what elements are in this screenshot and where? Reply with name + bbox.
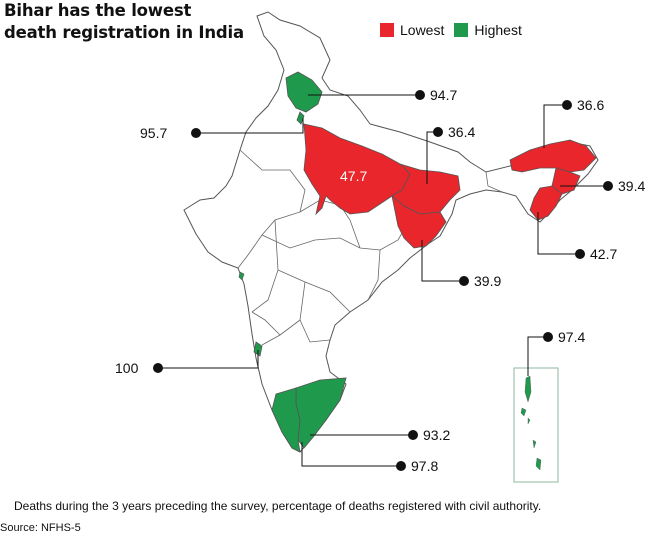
legend-item-lowest: Lowest xyxy=(380,22,444,38)
region-tamil-nadu xyxy=(295,377,347,449)
source-note: Source: NFHS-5 xyxy=(0,522,81,534)
region-punjab xyxy=(296,111,305,125)
value-himachal: 94.7 xyxy=(430,87,457,103)
region-himachal xyxy=(285,71,323,113)
legend-swatch-highest xyxy=(454,23,469,37)
andaman-inset-frame xyxy=(513,367,559,483)
value-goa: 100 xyxy=(115,360,139,376)
region-daman xyxy=(238,271,245,281)
leader-dots xyxy=(153,90,613,471)
value-tamil-nadu: 93.2 xyxy=(423,427,450,443)
legend-swatch-lowest xyxy=(380,23,394,37)
value-manipur: 42.7 xyxy=(590,246,617,262)
value-kerala: 97.8 xyxy=(411,458,438,474)
footnote: Deaths during the 3 years preceding the … xyxy=(14,499,542,513)
value-punjab: 95.7 xyxy=(140,125,167,141)
value-jharkhand: 39.9 xyxy=(474,273,501,289)
region-uttar-pradesh xyxy=(303,123,411,216)
leader-lines xyxy=(158,94,608,467)
region-kerala xyxy=(271,387,301,453)
value-arunachal: 36.6 xyxy=(577,97,604,113)
india-outline xyxy=(183,11,599,453)
value-andaman: 97.4 xyxy=(558,329,585,345)
region-goa xyxy=(253,341,263,357)
map-title: Bihar has the lowest death registration … xyxy=(4,1,244,42)
value-nagaland: 39.4 xyxy=(618,178,645,194)
andaman-islands xyxy=(520,375,542,471)
legend-label-highest: Highest xyxy=(474,22,522,38)
value-up: 47.7 xyxy=(340,168,367,184)
value-bihar: 36.4 xyxy=(448,124,475,140)
region-arunachal xyxy=(509,139,597,173)
legend-item-highest: Highest xyxy=(454,22,522,38)
state-borders xyxy=(237,149,503,346)
legend: Lowest Highest xyxy=(380,22,532,38)
region-jharkhand xyxy=(391,194,447,249)
legend-label-lowest: Lowest xyxy=(400,22,445,38)
region-manipur xyxy=(529,185,563,221)
